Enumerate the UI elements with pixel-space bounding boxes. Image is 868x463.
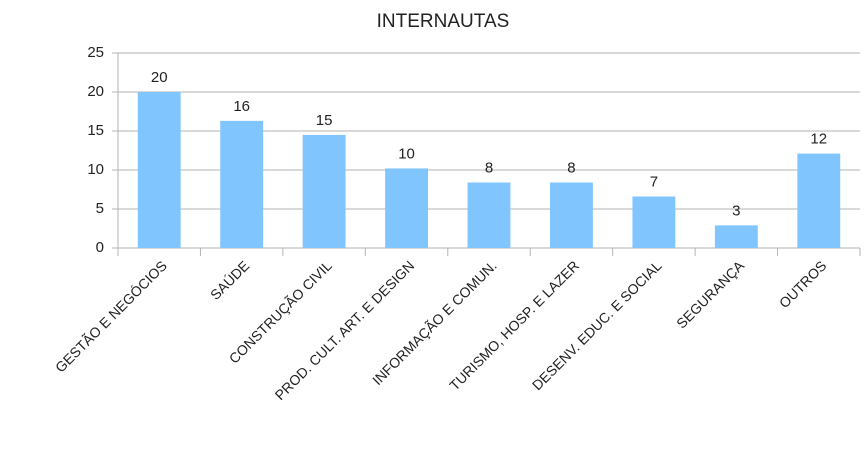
x-tick-label: SAÚDE — [207, 257, 252, 302]
y-tick-label: 25 — [87, 44, 104, 61]
bar — [302, 134, 346, 248]
bar — [714, 225, 758, 248]
bar — [137, 92, 181, 248]
x-tick-label: TURISMO, HOSP. E LAZER — [446, 257, 582, 393]
chart-title: INTERNAUTAS — [377, 11, 510, 32]
data-label: 20 — [151, 69, 168, 86]
bar — [550, 182, 593, 248]
y-tick-label: 0 — [96, 239, 104, 256]
data-label: 8 — [485, 159, 493, 176]
y-tick-label: 15 — [87, 122, 104, 139]
y-tick-label: 10 — [87, 161, 104, 178]
y-tick-label: 5 — [96, 200, 104, 217]
data-label: 12 — [810, 131, 827, 148]
data-label: 7 — [650, 173, 658, 190]
data-label: 16 — [233, 98, 250, 115]
bar — [385, 168, 428, 248]
x-tick-label: SEGURANÇA — [673, 257, 747, 331]
data-label: 10 — [398, 145, 415, 162]
x-tick-label: DESENV. EDUC. E SOCIAL — [529, 257, 665, 393]
bar — [220, 120, 264, 248]
bar — [797, 153, 841, 248]
data-label: 15 — [316, 112, 333, 129]
x-tick-label: GESTÃO E NEGÓCIOS — [52, 257, 170, 375]
x-tick-label: OUTROS — [776, 257, 830, 311]
data-label: 8 — [567, 159, 575, 176]
data-label: 3 — [732, 202, 740, 219]
bar — [467, 182, 511, 248]
y-tick-label: 20 — [87, 83, 104, 100]
x-tick-label: PROD. CULT. ART. E DESIGN — [272, 257, 418, 403]
bar — [632, 196, 676, 248]
